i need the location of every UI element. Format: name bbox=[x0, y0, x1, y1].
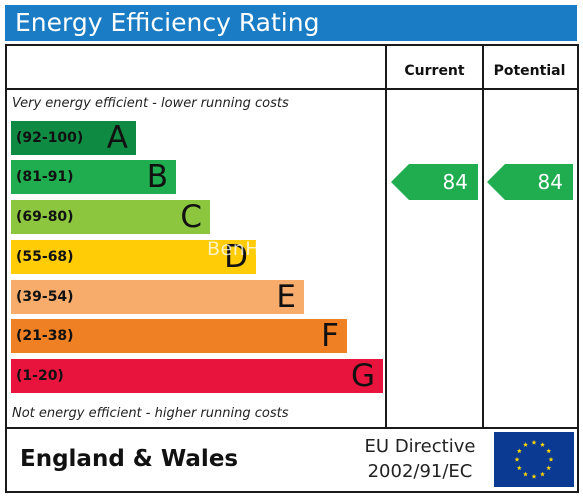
eu-star bbox=[546, 448, 552, 454]
band-g: (1-20) G bbox=[11, 359, 383, 393]
eu-star bbox=[516, 448, 522, 454]
eu-star bbox=[531, 439, 537, 445]
band-e: (39-54) E bbox=[11, 280, 304, 314]
band-e-letter: E bbox=[276, 279, 296, 315]
band-e-range: (39-54) bbox=[16, 289, 74, 305]
band-c: (69-80) C bbox=[11, 200, 210, 234]
title-bar: Energy Efficiency Rating bbox=[5, 5, 577, 41]
eu-directive-line1: EU Directive bbox=[364, 436, 476, 457]
footer-divider bbox=[5, 427, 579, 429]
eu-star bbox=[548, 456, 554, 462]
eu-star bbox=[514, 456, 520, 462]
potential-column-header: Potential bbox=[493, 63, 566, 79]
eu-star bbox=[516, 465, 522, 471]
column-divider-current bbox=[385, 44, 387, 428]
eu-star bbox=[540, 442, 545, 447]
band-d: (55-68) D bbox=[11, 240, 256, 274]
chart-title: Energy Efficiency Rating bbox=[15, 8, 320, 37]
potential-rating-arrow: 84 bbox=[487, 164, 573, 200]
eu-star bbox=[523, 442, 528, 447]
region-label: England & Wales bbox=[20, 446, 239, 472]
band-d-range: (55-68) bbox=[16, 249, 74, 265]
eu-star bbox=[546, 465, 552, 471]
eu-star bbox=[523, 471, 528, 477]
band-f-letter: F bbox=[321, 318, 339, 354]
current-rating-value: 84 bbox=[442, 170, 468, 194]
band-c-letter: C bbox=[180, 199, 202, 235]
current-rating-arrow: 84 bbox=[391, 164, 478, 200]
band-a: (92-100) A bbox=[11, 121, 136, 155]
band-a-letter: A bbox=[106, 120, 128, 156]
band-g-range: (1-20) bbox=[16, 368, 64, 384]
eu-directive-line2: 2002/91/EC bbox=[367, 461, 473, 482]
band-b-range: (81-91) bbox=[16, 169, 74, 185]
eu-star bbox=[531, 473, 537, 479]
current-arrow-shape bbox=[391, 164, 478, 200]
rating-frame bbox=[5, 44, 579, 493]
band-f: (21-38) F bbox=[11, 319, 347, 353]
band-a-range: (92-100) bbox=[16, 130, 84, 146]
band-d-letter: D bbox=[224, 239, 248, 275]
column-divider-potential bbox=[482, 44, 484, 428]
eu-directive: EU Directive 2002/91/EC bbox=[355, 434, 485, 484]
eu-star bbox=[540, 471, 545, 477]
efficient-note: Very energy efficient - lower running co… bbox=[12, 96, 289, 111]
potential-rating-value: 84 bbox=[537, 170, 563, 194]
header-divider bbox=[5, 88, 579, 90]
band-f-range: (21-38) bbox=[16, 328, 74, 344]
watermark: BenH bbox=[207, 238, 261, 260]
eu-flag-icon bbox=[494, 432, 574, 487]
potential-arrow-shape bbox=[487, 164, 573, 200]
band-b: (81-91) B bbox=[11, 160, 176, 194]
current-column-header: Current bbox=[404, 63, 465, 79]
band-c-range: (69-80) bbox=[16, 209, 74, 225]
inefficient-note: Not energy efficient - higher running co… bbox=[12, 406, 289, 421]
band-g-letter: G bbox=[350, 358, 375, 394]
band-b-letter: B bbox=[146, 159, 168, 195]
